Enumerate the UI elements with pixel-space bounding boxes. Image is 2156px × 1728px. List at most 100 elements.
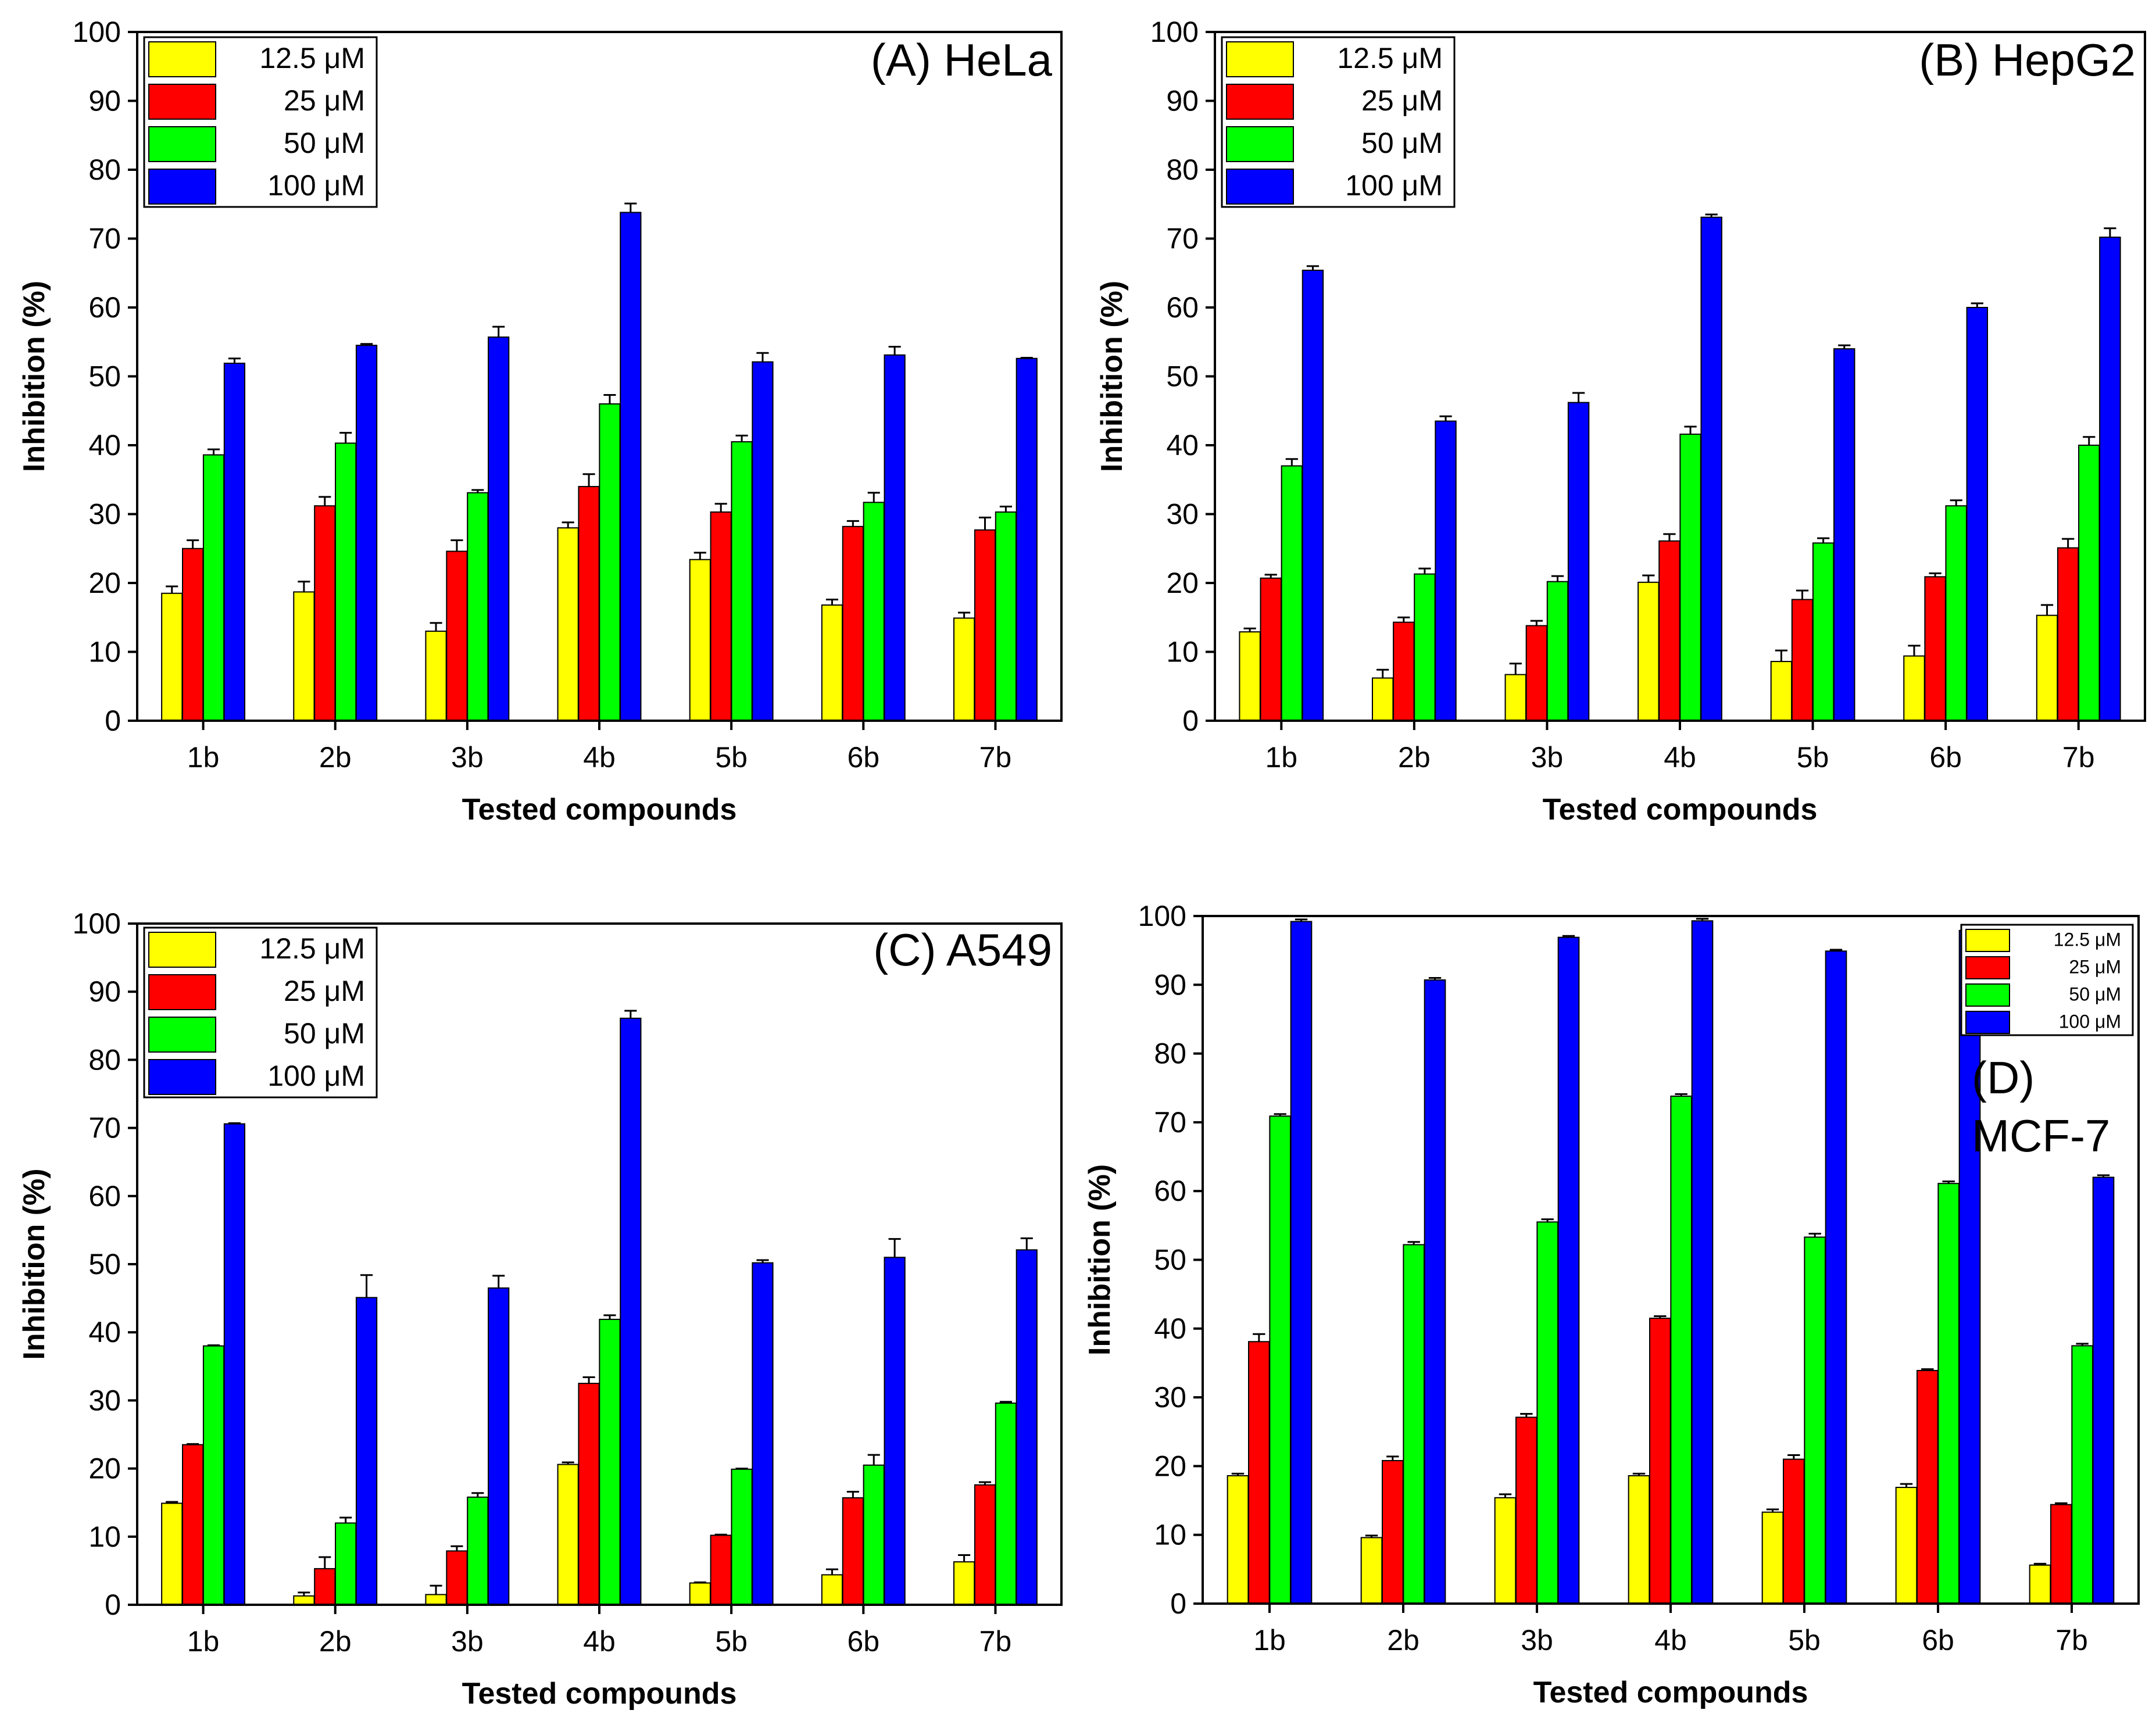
bar <box>446 550 468 721</box>
y-tick-label: 0 <box>1170 1587 1186 1620</box>
x-tick-label: 4b <box>583 1625 616 1658</box>
y-axis-title: Inhibition (%) <box>1095 281 1129 472</box>
bar <box>1414 573 1436 721</box>
bar <box>1761 1511 1784 1605</box>
bar <box>578 486 600 721</box>
x-tick-label: 7b <box>979 1625 1012 1658</box>
plot-frame <box>1202 915 2140 1605</box>
bar <box>1239 631 1261 722</box>
bar <box>293 1595 315 1606</box>
bar <box>557 527 579 721</box>
y-tick-label: 0 <box>1182 704 1199 737</box>
bar <box>1515 1416 1538 1604</box>
legend-label: 12.5 μM <box>2054 929 2121 950</box>
bar <box>821 1574 843 1606</box>
bar <box>731 1468 753 1605</box>
legend-label: 12.5 μM <box>1337 42 1443 74</box>
legend-swatch-red <box>1226 84 1294 120</box>
x-tick-label: 5b <box>1797 741 1829 774</box>
bar <box>1016 1249 1038 1605</box>
x-tick-label: 7b <box>2055 1624 2088 1657</box>
bar <box>1691 920 1714 1604</box>
bar <box>863 1464 885 1605</box>
bar-chart: 0 10 20 30 40 50 60 70 80 90 100 1b 2b 3b 4b 5b 6b 7b Test… <box>17 16 1063 827</box>
bar <box>1494 1497 1517 1604</box>
bar <box>446 1550 468 1605</box>
bar <box>355 345 378 721</box>
bar <box>1924 576 1946 722</box>
chart-panel-d: 0 10 20 30 40 50 60 70 80 90 100 1b 2b 3b 4b 5b 6b 7b Test… <box>1078 864 2156 1728</box>
bar <box>2078 445 2100 721</box>
bar <box>335 1522 357 1605</box>
y-tick-label: 40 <box>88 429 121 461</box>
y-tick-label: 0 <box>105 1589 121 1621</box>
bar <box>1833 348 1855 721</box>
bar <box>1791 599 1814 721</box>
x-axis-title: Tested compounds <box>462 793 737 827</box>
y-tick-label: 30 <box>88 1384 121 1416</box>
bar <box>1637 581 1660 721</box>
bar <box>953 1561 975 1605</box>
chart-panel-a: 0 10 20 30 40 50 60 70 80 90 100 1b 2b 3b 4b 5b 6b 7b Test… <box>0 0 1078 864</box>
bar <box>202 454 225 722</box>
bar <box>995 1403 1017 1605</box>
y-tick-label: 30 <box>1166 498 1199 531</box>
x-tick-label: 2b <box>1398 741 1431 774</box>
bar <box>1700 216 1722 721</box>
bar <box>620 212 642 722</box>
x-tick-label: 4b <box>1664 741 1696 774</box>
x-tick-label: 7b <box>2062 741 2095 774</box>
y-tick-label: 100 <box>1138 900 1186 932</box>
legend-label: 100 μM <box>1345 169 1443 202</box>
chart-panel-b: 0 10 20 30 40 50 60 70 80 90 100 1b 2b 3b 4b 5b 6b 7b Test… <box>1078 0 2156 864</box>
bar <box>710 1534 732 1606</box>
x-axis-title: Tested compounds <box>1543 793 1818 827</box>
bar <box>1403 1244 1425 1604</box>
bar <box>842 525 864 722</box>
bar <box>1670 1095 1692 1605</box>
bar <box>355 1297 378 1605</box>
bar <box>1393 621 1415 722</box>
legend-label: 12.5 μM <box>259 42 365 74</box>
bar <box>223 362 246 721</box>
bar <box>314 505 336 722</box>
y-tick-label: 30 <box>88 498 121 531</box>
y-tick-label: 90 <box>1166 85 1199 117</box>
y-tick-label: 70 <box>88 223 121 255</box>
legend-swatch-yellow <box>148 41 216 77</box>
y-tick-label: 90 <box>88 85 121 117</box>
legend-swatch-green <box>148 126 216 162</box>
bar <box>1903 655 1925 721</box>
legend-label: 50 μM <box>284 1017 365 1050</box>
x-tick-label: 2b <box>319 741 352 774</box>
bar <box>425 630 447 721</box>
bar <box>1804 1236 1826 1604</box>
y-tick-label: 30 <box>1154 1381 1186 1414</box>
bar <box>1966 307 1989 721</box>
legend-swatch-red <box>148 974 216 1010</box>
y-tick-label: 50 <box>88 360 121 393</box>
y-tick-label: 70 <box>1166 223 1199 255</box>
legend-swatch-blue <box>148 1059 216 1095</box>
bar <box>821 604 843 722</box>
y-tick-label: 20 <box>1166 567 1199 599</box>
bar <box>1895 1487 1918 1604</box>
bar <box>689 1582 711 1605</box>
bar <box>182 548 204 721</box>
plot-frame <box>1214 31 2146 722</box>
bar <box>1435 420 1457 721</box>
x-tick-label: 5b <box>715 741 748 774</box>
bar <box>842 1497 864 1605</box>
legend-label: 50 μM <box>2069 984 2121 1005</box>
legend-swatch-blue <box>148 169 216 205</box>
bar <box>1290 921 1313 1605</box>
y-tick-label: 60 <box>88 1180 121 1212</box>
legend-label: 25 μM <box>284 975 365 1007</box>
legend-label: 25 μM <box>284 84 365 117</box>
legend-label: 12.5 μM <box>259 932 365 965</box>
bar <box>1424 979 1446 1604</box>
bar <box>1679 434 1701 721</box>
x-tick-label: 6b <box>1922 1624 1954 1657</box>
bar <box>995 511 1017 721</box>
bar <box>1825 950 1847 1604</box>
